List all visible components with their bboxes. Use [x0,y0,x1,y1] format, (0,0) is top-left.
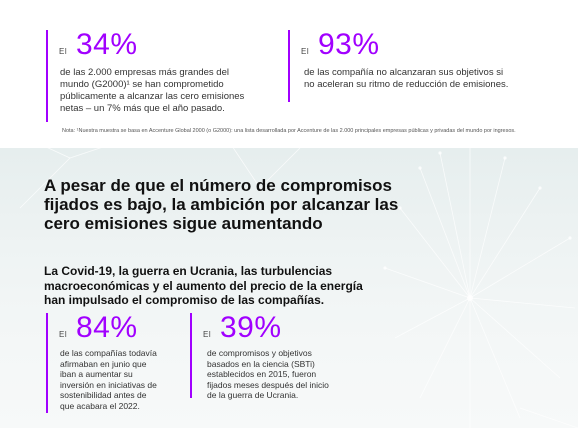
accent-bar [288,30,290,102]
stat-value: 84% [76,311,138,344]
headline: A pesar de que el número de compromisos … [44,176,399,233]
stat-prefix: El [301,47,310,56]
stat-39: El 39% de compromisos y objetivos basado… [190,313,340,403]
stat-head: El 34% [46,30,266,60]
accent-bar [46,313,48,413]
stat-description: de las compañías todavía afirmaban en ju… [60,348,157,411]
stat-34: El 34% de las 2.000 empresas más grandes… [46,30,266,130]
stat-description: de las compañía no alcanzaran sus objeti… [304,67,509,90]
dandelion-background-image [19,148,578,428]
stat-93: El 93% de las compañía no alcanzaran sus… [288,30,518,110]
accent-bar [46,30,48,122]
stat-head: El 93% [288,30,518,60]
bottom-section [0,148,578,428]
top-section: El 34% de las 2.000 empresas más grandes… [0,0,578,148]
stat-value: 93% [318,28,380,61]
stat-description: de compromisos y objetivos basados en la… [207,348,329,400]
accent-bar [190,313,192,398]
stat-prefix: El [59,47,68,56]
stat-head: El 84% [46,313,166,343]
stat-description: de las 2.000 empresas más grandes del mu… [60,67,245,114]
stat-prefix: El [59,330,68,339]
stat-prefix: El [203,330,212,339]
subheadline: La Covid-19, la guerra en Ucrania, las t… [44,264,363,307]
stat-head: El 39% [190,313,340,343]
stat-value: 39% [220,311,282,344]
stat-value: 34% [76,28,138,61]
footnote: Nota: ¹Nuestra muestra se basa en Accent… [62,128,516,134]
stat-84: El 84% de las compañías todavía afirmaba… [46,313,166,418]
